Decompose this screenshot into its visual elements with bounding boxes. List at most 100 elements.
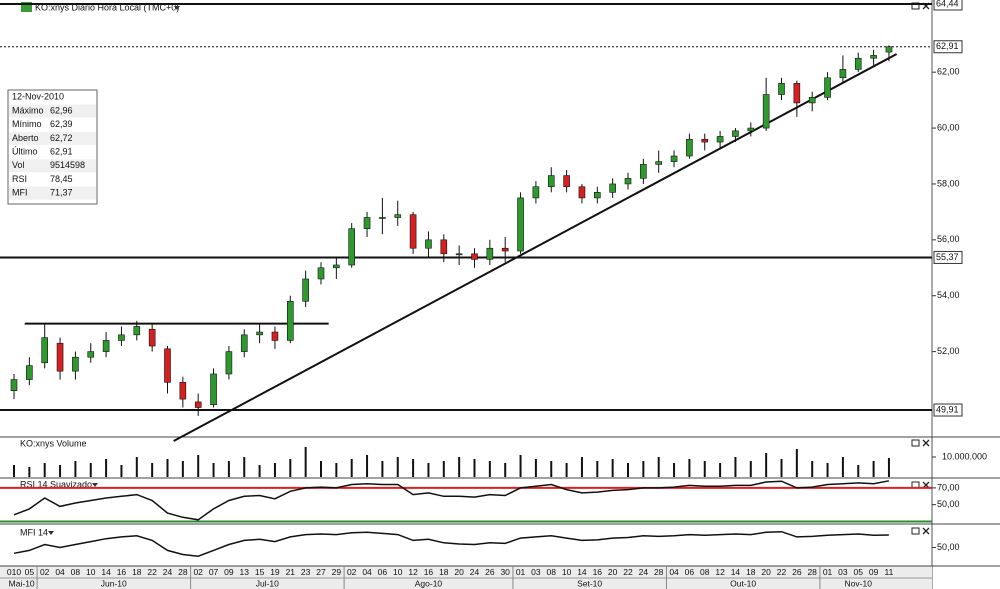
candle-body xyxy=(455,253,463,256)
x-tick-label: 02 xyxy=(40,567,50,577)
candle-body xyxy=(240,334,248,352)
info-value: 71,37 xyxy=(50,188,73,198)
y-tick-label: 50,00 xyxy=(937,542,960,552)
info-label: Aberto xyxy=(12,133,39,143)
candle-body xyxy=(517,197,524,252)
info-label: MFI xyxy=(12,188,28,198)
candle-body xyxy=(425,239,432,249)
month-label: Mai-10 xyxy=(9,578,35,588)
info-date: 12-Nov-2010 xyxy=(12,91,64,101)
candle-body xyxy=(747,127,755,132)
x-tick-label: 14 xyxy=(577,567,587,577)
y-tick-label: 62,00 xyxy=(937,67,960,77)
candle-body xyxy=(486,247,494,260)
panel-dropdown[interactable] xyxy=(92,483,98,487)
x-tick-label: 29 xyxy=(332,567,342,577)
level-label: 55,37 xyxy=(936,252,959,262)
info-value: 62,72 xyxy=(50,133,73,143)
candle-body xyxy=(148,328,156,347)
candle-body xyxy=(854,57,862,70)
level-label: 49,91 xyxy=(936,404,959,414)
x-tick-label: 04 xyxy=(55,567,65,577)
info-value: 62,91 xyxy=(50,146,73,156)
candle-body xyxy=(808,97,816,104)
info-row-bg xyxy=(9,104,96,118)
candle-body xyxy=(317,267,325,280)
info-box: 12-Nov-2010 Máximo 62,96 Mínimo 62,39 Aberto 6… xyxy=(7,89,98,205)
panel-dropdown[interactable] xyxy=(48,531,54,535)
x-tick-label: 12 xyxy=(408,567,418,577)
panel-maximize[interactable] xyxy=(911,439,920,447)
month-label: Ago-10 xyxy=(415,578,443,588)
candle-body xyxy=(824,77,831,98)
candle-body xyxy=(716,136,724,143)
candle-body xyxy=(732,130,739,137)
info-label: Máximo xyxy=(12,105,44,115)
month-label: Set-10 xyxy=(577,578,602,588)
x-tick-label: 21 xyxy=(286,567,296,577)
level-label-box xyxy=(933,250,963,264)
candle-body xyxy=(547,175,555,188)
x-tick-label: 010 xyxy=(7,567,21,577)
level-label-box xyxy=(933,0,963,11)
candle-body xyxy=(118,334,125,341)
y-tick-label: 10.000.000 xyxy=(942,451,987,461)
panel-maximize[interactable] xyxy=(911,527,920,535)
info-label: RSI xyxy=(12,174,27,184)
candle-body xyxy=(87,351,95,358)
x-tick-label: 03 xyxy=(838,567,848,577)
x-tick-label: 24 xyxy=(163,567,173,577)
candle-body xyxy=(593,192,601,199)
panel-close[interactable] xyxy=(922,439,930,447)
candle-body xyxy=(133,326,141,336)
x-tick-label: 28 xyxy=(807,567,817,577)
x-tick-label: 02 xyxy=(193,567,203,577)
x-tick-label: 16 xyxy=(117,567,127,577)
x-tick-label: 04 xyxy=(669,567,679,577)
x-tick-label: 07 xyxy=(209,567,219,577)
x-tick-label: 13 xyxy=(240,567,250,577)
level-label-box xyxy=(933,40,963,54)
info-row-bg xyxy=(9,131,96,145)
x-tick-label: 20 xyxy=(454,567,464,577)
title-dropdown[interactable] xyxy=(174,6,180,10)
candle-body xyxy=(348,228,356,266)
x-tick-label: 28 xyxy=(178,567,188,577)
x-tick-label: 14 xyxy=(101,567,111,577)
candle-body xyxy=(440,239,448,255)
x-tick-label: 18 xyxy=(132,567,142,577)
y-tick-label: 52,00 xyxy=(937,346,960,356)
x-tick-label: 10 xyxy=(393,567,403,577)
candle-body xyxy=(839,69,847,79)
info-value: 9514598 xyxy=(50,160,85,170)
candle-body xyxy=(532,186,540,199)
level-label-box xyxy=(933,403,963,417)
panel-title: RSI 14 Suavizado xyxy=(20,479,92,489)
candle-body xyxy=(686,138,693,157)
y-tick-label: 70,00 xyxy=(937,482,960,492)
panel-close[interactable] xyxy=(922,527,930,535)
candle-body xyxy=(26,365,33,380)
month-label: Jul-10 xyxy=(256,578,279,588)
x-tick-label: 22 xyxy=(623,567,633,577)
candle-body xyxy=(179,382,187,400)
x-tick-label: 12 xyxy=(715,567,725,577)
x-tick-label: 01 xyxy=(823,567,833,577)
candle-body xyxy=(471,253,478,260)
y-tick-label: 60,00 xyxy=(937,122,960,132)
candle-body xyxy=(885,46,893,53)
x-tick-label: 11 xyxy=(885,567,894,577)
candle-body xyxy=(302,278,309,302)
x-tick-label: 15 xyxy=(255,567,265,577)
candle-body xyxy=(102,340,110,352)
candle-body xyxy=(164,348,171,383)
panel-title: MFI 14 xyxy=(20,527,48,537)
candle-body xyxy=(379,217,386,219)
candle-body xyxy=(72,356,79,372)
candle-body xyxy=(670,155,678,162)
x-tick-label: 23 xyxy=(301,567,311,577)
chart-title: KO:xnys Diário Hora Local (TMC+0) xyxy=(35,2,179,12)
candle-body xyxy=(363,217,371,229)
x-tick-label: 16 xyxy=(424,567,434,577)
